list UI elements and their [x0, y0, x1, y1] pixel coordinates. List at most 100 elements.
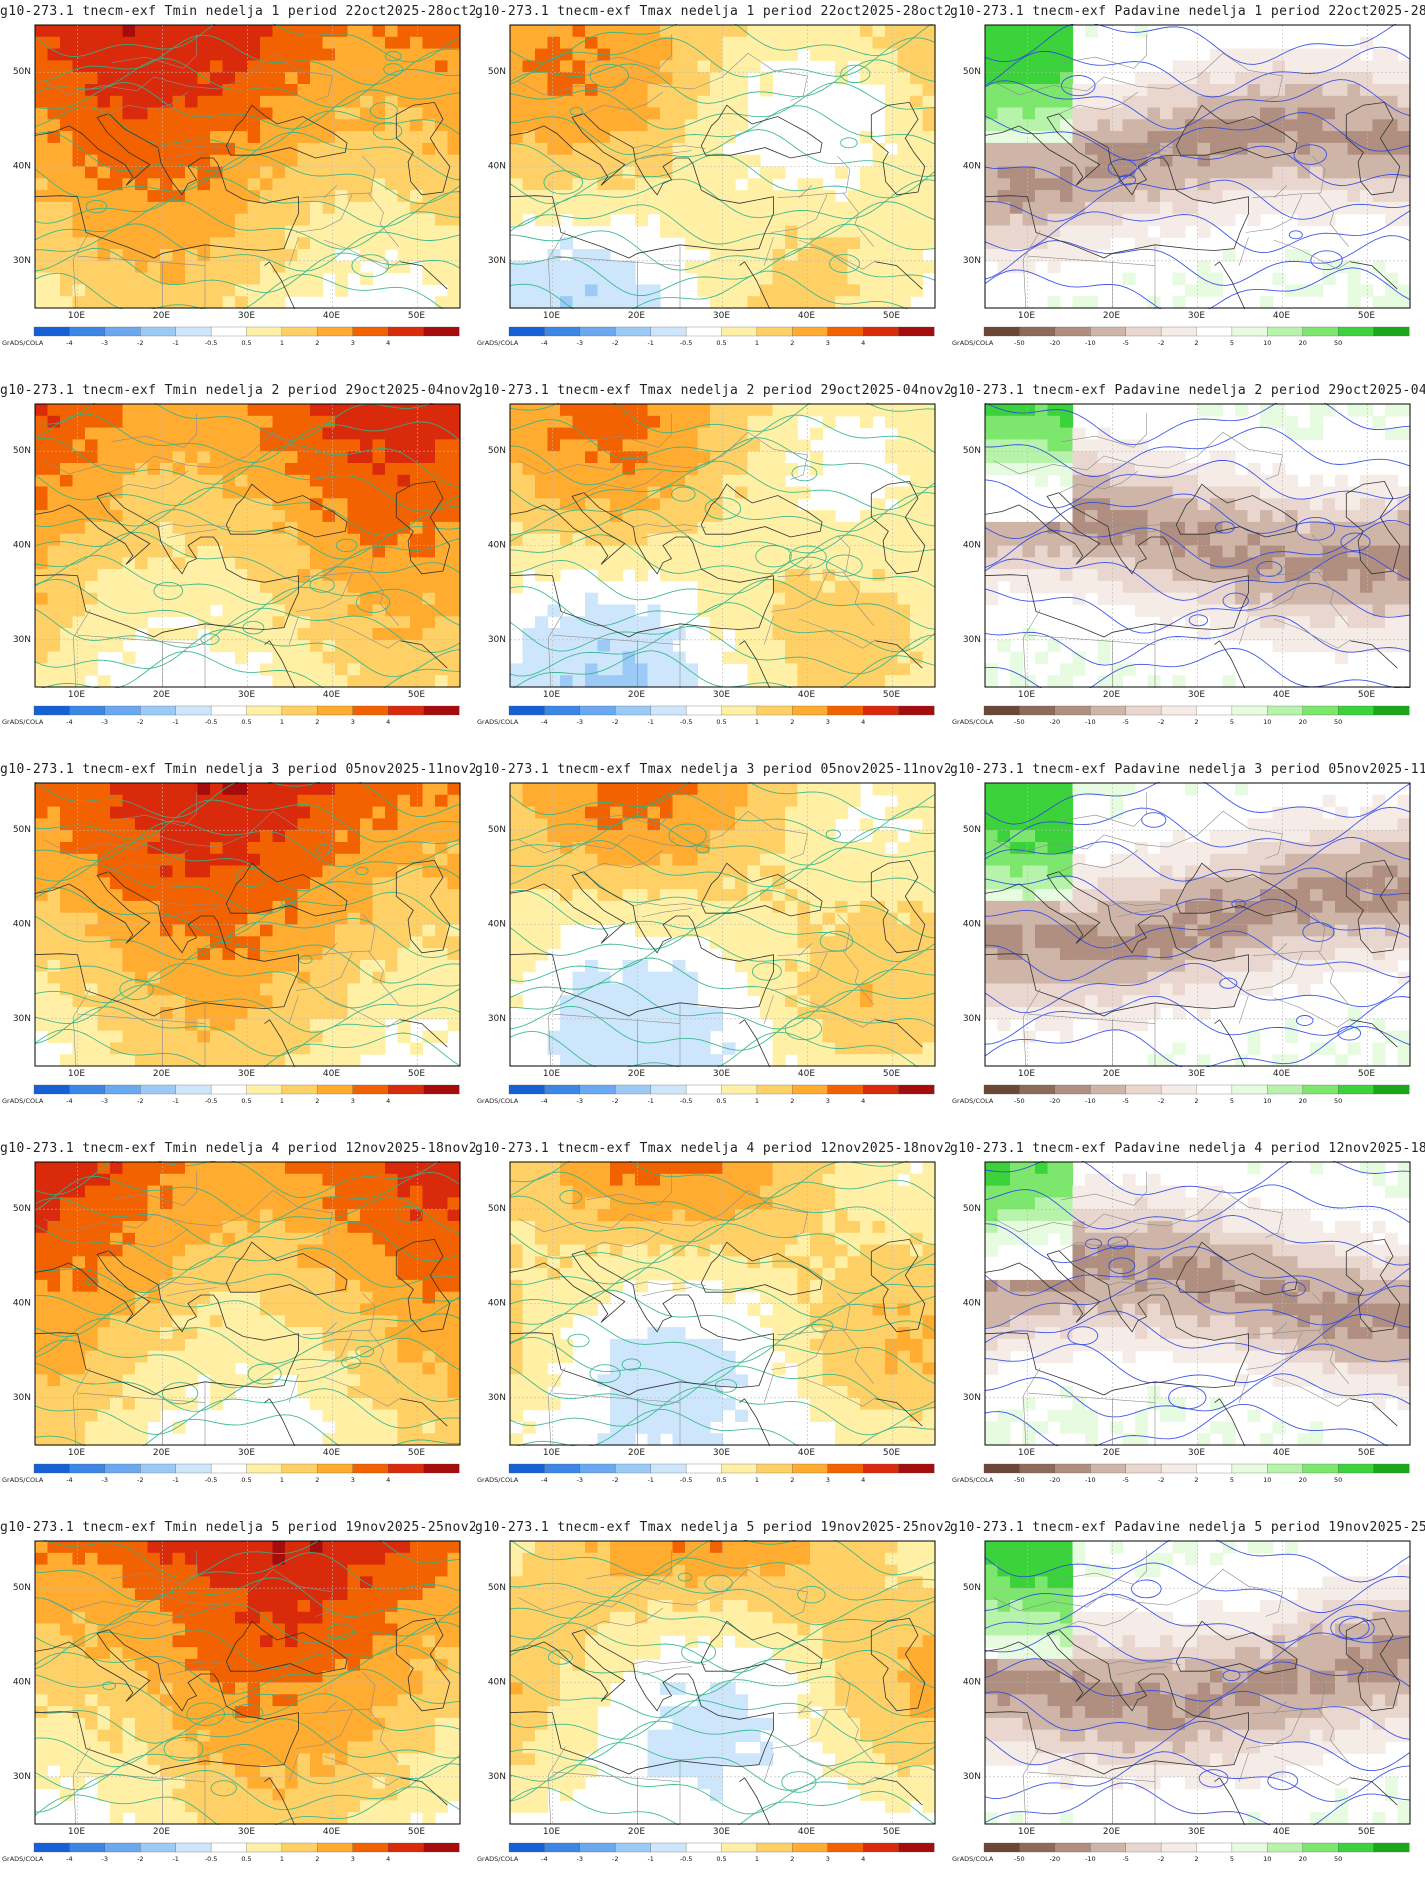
- field-cell: [1372, 131, 1386, 144]
- field-cell: [897, 260, 911, 274]
- field-cell: [147, 272, 161, 285]
- field-cell: [772, 533, 786, 547]
- field-cell: [85, 545, 99, 558]
- field-cell: [572, 60, 586, 73]
- field-cell: [335, 60, 349, 73]
- field-cell: [85, 213, 99, 227]
- isoline: [509, 509, 936, 554]
- field-cell: [160, 592, 174, 606]
- field-cell: [172, 557, 186, 570]
- field-cell: [97, 557, 111, 570]
- field-cell: [597, 260, 611, 274]
- field-cell: [385, 557, 399, 570]
- field-cell: [122, 213, 136, 227]
- field-cell: [585, 296, 599, 309]
- isoline-closed: [200, 633, 220, 646]
- field-cell: [1035, 95, 1049, 109]
- isolines: [34, 403, 461, 688]
- field-cell: [610, 463, 624, 476]
- field-cell: [747, 404, 761, 417]
- field-cell: [635, 510, 649, 523]
- field-cell: [85, 72, 99, 85]
- field-cell: [122, 439, 136, 452]
- field-cell: [285, 415, 299, 429]
- field-cell: [722, 463, 736, 476]
- field-cell: [260, 260, 274, 274]
- field-cell: [735, 25, 749, 38]
- field-cell: [160, 284, 174, 297]
- field-cell: [310, 427, 324, 440]
- colorbar: -4 -3 -2 -1 -0.5 0.5 1 2 3 4: [33, 326, 460, 347]
- field-cell: [810, 225, 824, 238]
- field-cell: [310, 190, 324, 203]
- field-cell: [785, 663, 799, 676]
- field-cell: [885, 569, 899, 582]
- field-cell: [985, 225, 999, 238]
- field-cell: [710, 415, 724, 429]
- field-cell: [347, 36, 361, 50]
- colorbar-swatch: [1090, 705, 1127, 716]
- field-cell: [360, 639, 374, 653]
- field-cell: [760, 249, 774, 262]
- field-cell: [922, 628, 936, 641]
- field-cell: [285, 651, 299, 664]
- field-cell: [897, 154, 911, 168]
- coastline: [870, 101, 926, 196]
- field-cell: [860, 213, 874, 227]
- field-cell: [1010, 178, 1024, 191]
- field-cell: [1360, 154, 1374, 168]
- field-cell: [210, 272, 224, 285]
- field-cell: [97, 166, 111, 179]
- field-cell: [897, 639, 911, 653]
- field-cell: [160, 201, 174, 215]
- field-cell: [135, 557, 149, 570]
- field-cell: [1047, 439, 1061, 452]
- field-cell: [1172, 474, 1186, 488]
- field-cell: [447, 142, 461, 156]
- field-cell: [1347, 48, 1361, 61]
- field-cell: [572, 427, 586, 440]
- border-line: [1273, 185, 1288, 198]
- field-cell: [122, 84, 136, 97]
- border-line: [770, 573, 828, 612]
- field-cell: [735, 592, 749, 606]
- field-cell: [710, 296, 724, 309]
- colorbar-swatch: [1090, 326, 1127, 337]
- field-cell: [1385, 84, 1399, 97]
- field-cell: [372, 72, 386, 85]
- field-cell: [447, 107, 461, 120]
- field-cell: [85, 190, 99, 203]
- field-cell: [1297, 142, 1311, 156]
- colorbar-swatch: [175, 326, 212, 337]
- colorbar-swatch: [210, 326, 247, 337]
- field-cell: [760, 166, 774, 179]
- field-cell: [722, 249, 736, 262]
- field-cell: [1260, 166, 1274, 179]
- field-cell: [435, 260, 449, 274]
- field-cell: [585, 451, 599, 464]
- field-cell: [847, 296, 861, 309]
- field-cell: [822, 201, 836, 215]
- field-cell: [1385, 474, 1399, 488]
- field-cell: [622, 521, 636, 535]
- isoline-closed: [825, 554, 863, 577]
- field-cell: [735, 545, 749, 558]
- field-cell: [110, 201, 124, 215]
- field-cell: [222, 84, 236, 97]
- field-cell: [697, 404, 711, 417]
- isoline-closed: [383, 63, 404, 76]
- field-cell: [810, 190, 824, 203]
- field-cell: [335, 569, 349, 582]
- field-cell: [260, 296, 274, 309]
- field-cell: [85, 439, 99, 452]
- field-cell: [197, 178, 211, 191]
- border-line: [641, 150, 692, 160]
- field-cell: [347, 119, 361, 132]
- field-cell: [1022, 72, 1036, 85]
- field-cell: [885, 533, 899, 547]
- field-cell: [372, 142, 386, 156]
- field-cell: [860, 415, 874, 429]
- field-cell: [160, 48, 174, 61]
- field-cell: [1047, 131, 1061, 144]
- colorbar-label: -5: [1122, 339, 1128, 347]
